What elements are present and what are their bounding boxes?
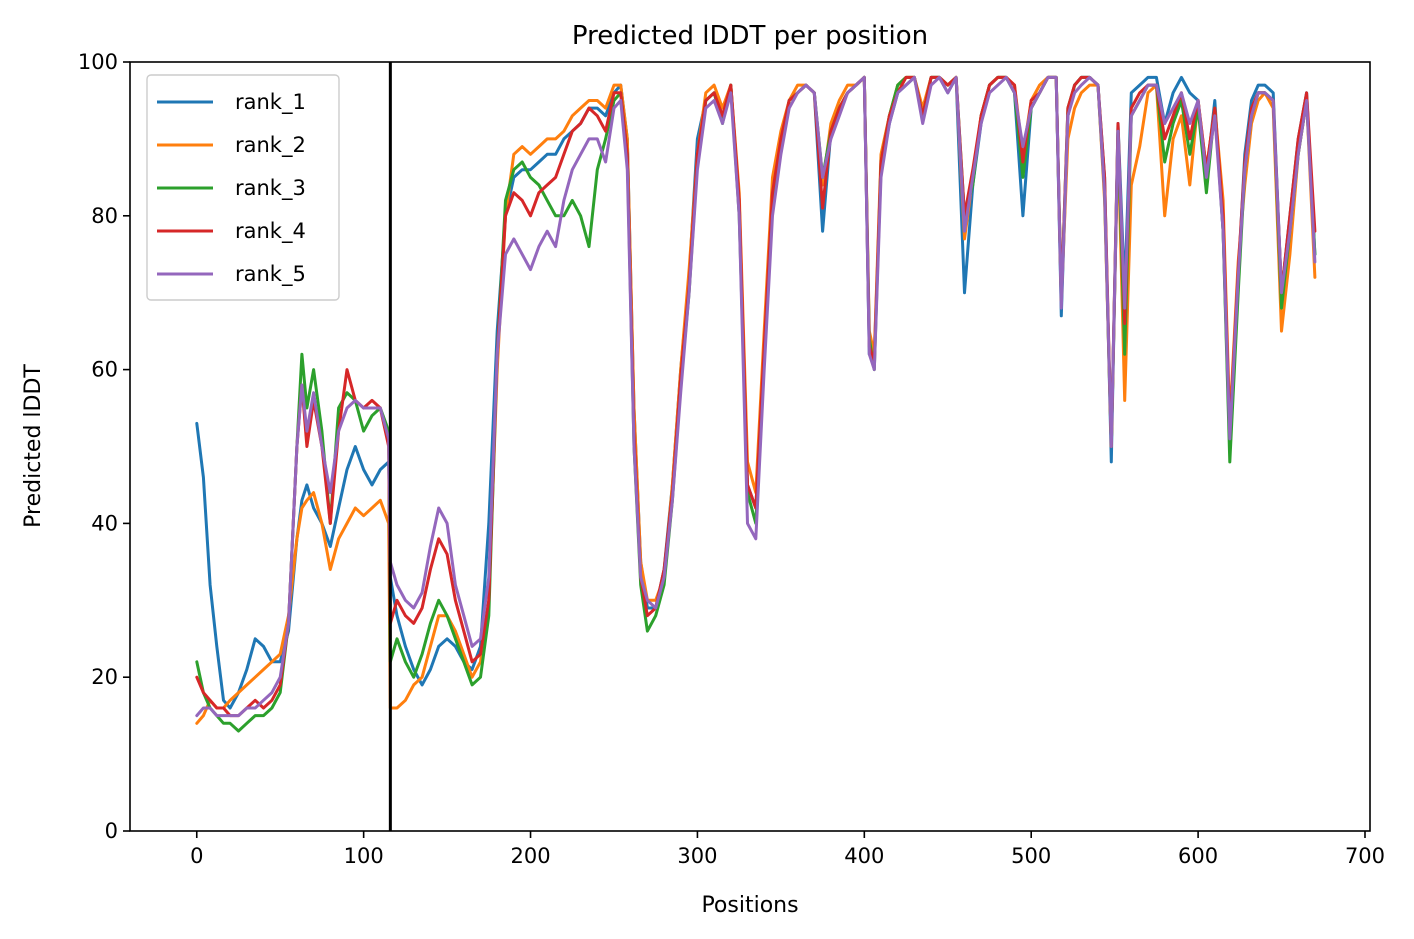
plot-frame xyxy=(129,61,1371,832)
y-tick-label: 40 xyxy=(91,511,118,535)
x-tick-label: 400 xyxy=(844,844,884,868)
x-tick-label: 600 xyxy=(1178,844,1218,868)
x-tick-label: 500 xyxy=(1011,844,1051,868)
chart-title: Predicted lDDT per position xyxy=(572,21,928,51)
series-line-rank_5 xyxy=(195,75,1317,718)
y-tick-label: 100 xyxy=(78,50,118,74)
y-tick-label: 0 xyxy=(105,819,118,843)
legend: rank_1 rank_2 rank_3 rank_4 rank_5 xyxy=(146,74,340,301)
legend-box xyxy=(146,74,340,301)
x-axis-title: Positions xyxy=(701,893,798,918)
x-tick-label: 300 xyxy=(677,844,717,868)
x-tick-label: 100 xyxy=(344,844,384,868)
y-axis: 0 20 40 60 80 100 xyxy=(78,50,130,843)
legend-label-rank_2: rank_2 xyxy=(235,133,306,158)
legend-label-rank_1: rank_1 xyxy=(235,90,306,115)
legend-label-rank_4: rank_4 xyxy=(235,219,306,244)
y-tick-label: 60 xyxy=(91,358,118,382)
series-layer xyxy=(195,75,1317,733)
legend-label-rank_3: rank_3 xyxy=(235,176,306,201)
x-axis: 0 100 200 300 400 500 600 700 xyxy=(190,831,1385,868)
y-tick-label: 80 xyxy=(91,204,118,228)
x-tick-label: 700 xyxy=(1345,844,1385,868)
y-tick-label: 20 xyxy=(91,665,118,689)
x-tick-label: 0 xyxy=(190,844,203,868)
x-tick-label: 200 xyxy=(510,844,550,868)
y-axis-title: Predicted lDDT xyxy=(21,364,46,528)
legend-label-rank_5: rank_5 xyxy=(235,262,306,287)
